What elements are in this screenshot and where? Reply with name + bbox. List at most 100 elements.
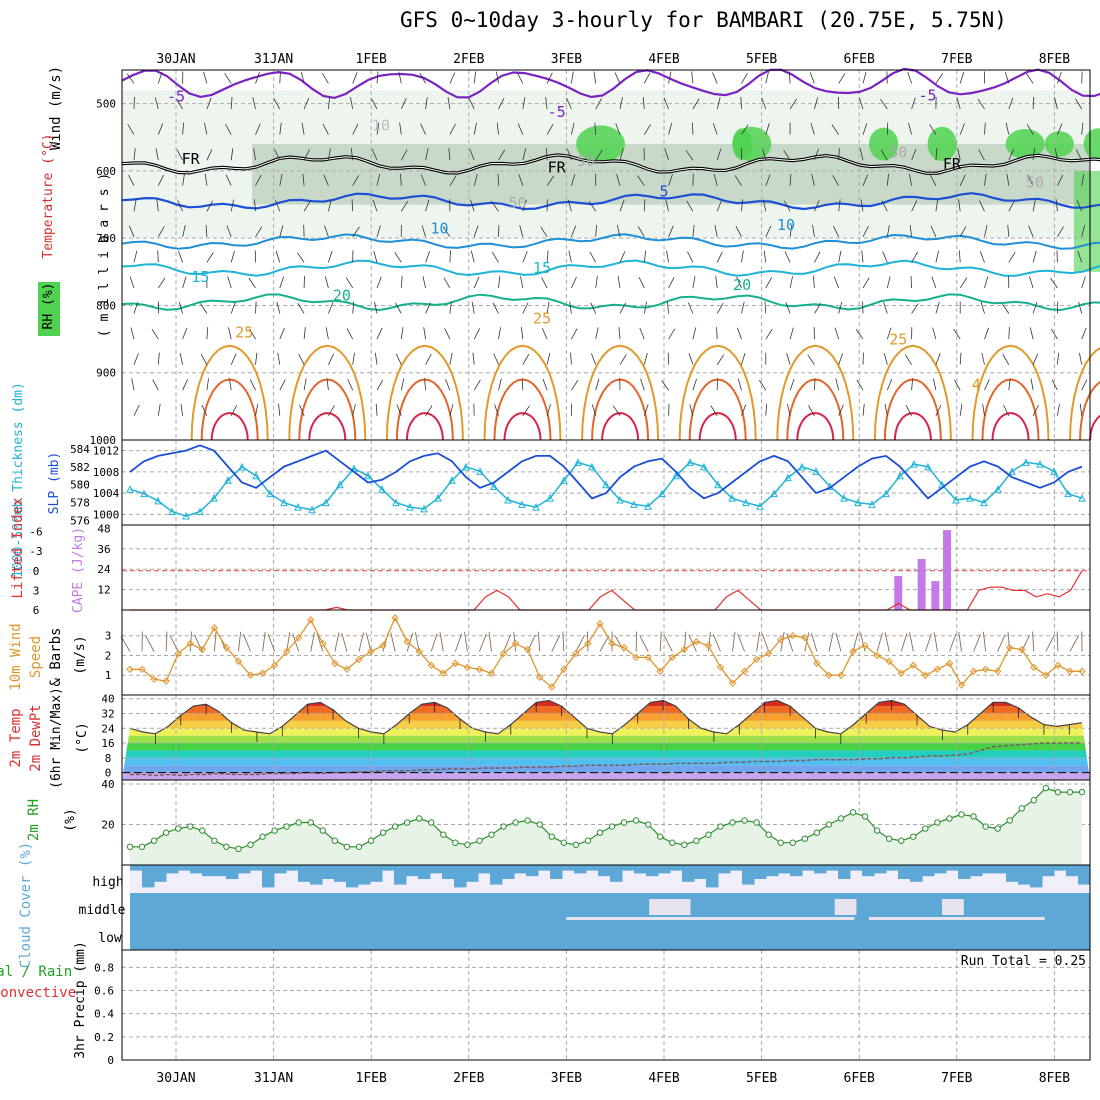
cloud-high-bar: [1018, 865, 1031, 885]
wind-barb: [157, 123, 164, 135]
rh-point: [452, 839, 459, 846]
wind10m-barb: [900, 633, 908, 652]
wind-barb: [935, 250, 939, 263]
profile-panel: 500 600 700 800 900 1000 -5 -5 -5 FR FR FR 5 10 10 15 15…: [38, 66, 1100, 447]
wind10m-barb: [835, 632, 842, 652]
wind-barb: [831, 124, 840, 135]
wind-barb: [595, 378, 600, 391]
wind10m-point: [740, 667, 749, 675]
wind10m-point: [861, 641, 869, 650]
wind-barb: [394, 252, 402, 263]
li-tick: 6: [33, 604, 40, 617]
wind-barb: [668, 122, 673, 135]
wind-barb: [443, 277, 451, 289]
wind-barb: [449, 72, 456, 84]
wind-barb: [571, 379, 579, 391]
wind-barb: [300, 71, 305, 84]
rh-point: [319, 827, 327, 834]
rh-point: [271, 827, 278, 834]
cloud-high-bar: [130, 865, 143, 871]
wind10m-barb: [997, 634, 1006, 652]
rh-point: [946, 815, 953, 822]
rh-point: [1042, 784, 1050, 792]
wind-barb: [789, 98, 797, 110]
wind-barb: [299, 404, 305, 416]
cloud-high-bar: [1006, 865, 1019, 882]
wind-barb: [520, 276, 524, 289]
wind-barb: [302, 173, 305, 186]
wind-barb: [1081, 379, 1088, 391]
thickness-point: [854, 498, 862, 507]
rh-point: [343, 843, 351, 850]
wind-barb: [522, 251, 528, 263]
wind10m-point: [716, 663, 725, 672]
wind10m-point: [656, 667, 664, 675]
wind-barb: [179, 352, 183, 365]
wind-barb: [909, 224, 912, 237]
thickness-point: [224, 476, 232, 484]
wind-barb: [1002, 354, 1010, 365]
wind-barb: [811, 173, 815, 186]
cloud-high-bar: [394, 865, 407, 885]
temp-band: [122, 713, 1090, 721]
precip-tick: 0.8: [94, 961, 114, 974]
wind-barb: [761, 97, 767, 110]
wind-barb: [276, 301, 281, 314]
cloud-mid-thin: [668, 917, 855, 920]
cape-tick: 12: [97, 584, 110, 597]
wind-barb: [541, 327, 548, 340]
wind10m-barb: [786, 633, 794, 652]
warm-contour: [873, 344, 952, 441]
cloud-high-bar: [934, 865, 947, 874]
wind-barb: [619, 199, 625, 212]
wind10m-point: [523, 645, 532, 654]
cloud-high-bar: [730, 865, 743, 871]
y-tick-label: 800: [96, 299, 116, 312]
cloud-high-bar: [370, 865, 383, 882]
wind10m-point: [837, 671, 845, 679]
wind-barb: [1057, 71, 1062, 84]
contour-5: [122, 192, 1100, 211]
wind-barb: [661, 380, 669, 391]
wind-barb: [376, 225, 381, 237]
wind-barb: [881, 200, 888, 212]
thickness-point: [378, 485, 386, 493]
contour-freezing-core: [122, 154, 1100, 174]
rh-patch: [576, 125, 625, 163]
wind-barb: [230, 302, 236, 314]
wind-barb: [182, 122, 185, 135]
wind-barb: [178, 301, 183, 314]
rh-point: [464, 841, 471, 848]
wind-barb: [225, 174, 232, 186]
wind10m-tick: 2: [105, 649, 112, 662]
thickness-point: [742, 498, 750, 507]
wind10m-barb: [659, 631, 662, 652]
temp-tick: 8: [105, 752, 112, 765]
wind-barb: [400, 275, 403, 288]
wind-barb: [444, 328, 451, 340]
temp-tick: 0: [105, 767, 112, 780]
cloud-high-bar: [670, 865, 683, 871]
wind-barb: [400, 200, 409, 212]
wind-barb: [715, 276, 718, 289]
wind-barb: [421, 225, 426, 237]
temp-band: [122, 757, 1090, 766]
rh-point: [1018, 805, 1025, 812]
thickness-point: [392, 498, 400, 507]
wind-barb: [540, 226, 548, 238]
slp-tick: 1004: [93, 487, 120, 500]
wind-barb: [571, 174, 576, 186]
precip-legend-convective: Convective: [0, 985, 76, 1001]
thickness-line: [129, 461, 1083, 517]
wind-barb: [1055, 199, 1058, 212]
thickness-point: [616, 495, 624, 504]
temp-band: [122, 735, 1090, 744]
cloud-high-bar: [226, 865, 239, 879]
contour-label: 4: [972, 376, 981, 394]
wind-barb: [789, 173, 792, 186]
wind10m-point: [921, 671, 930, 679]
wind-barb: [178, 250, 183, 263]
wind-barb: [1057, 226, 1064, 238]
wind-barb: [395, 302, 402, 314]
wind-barb: [252, 97, 256, 110]
